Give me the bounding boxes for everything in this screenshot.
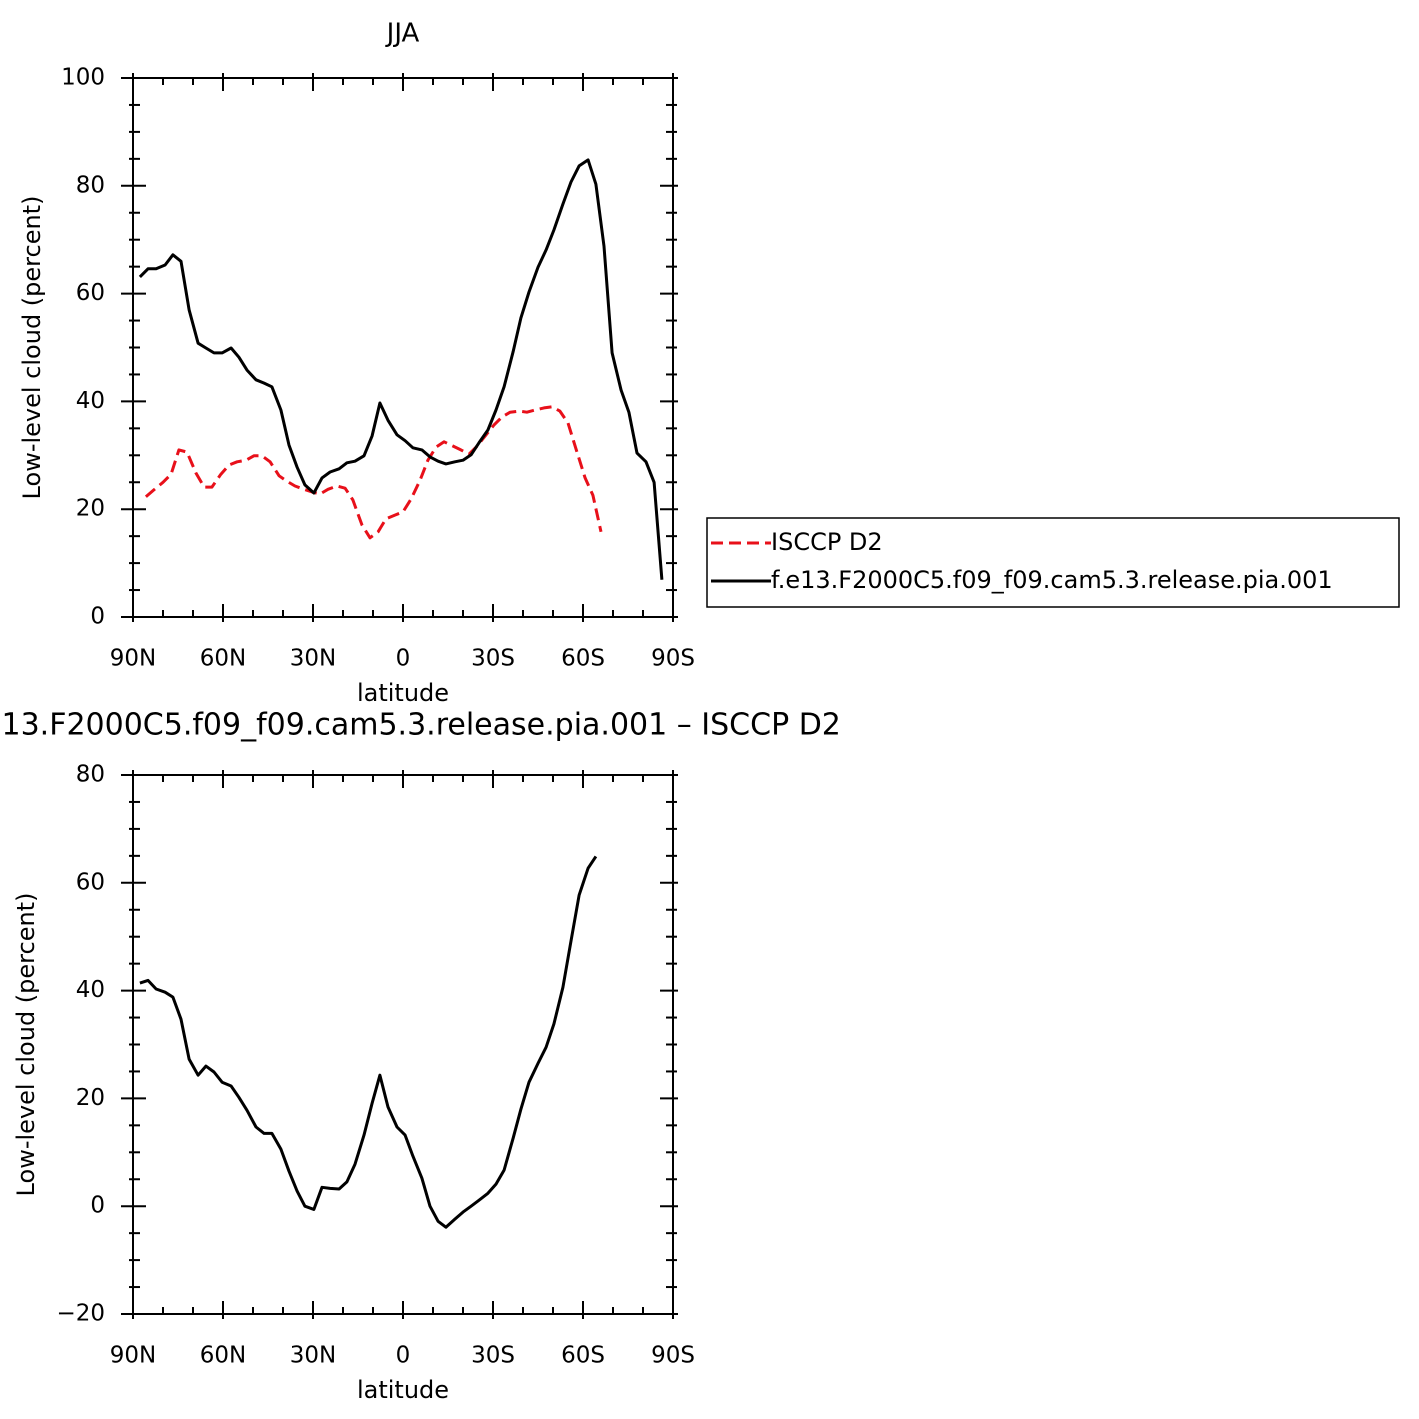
x-tick-label: 60N	[200, 646, 246, 672]
x-tick-label: 90S	[651, 1343, 695, 1369]
plot-frame	[132, 774, 674, 1315]
chart-title: JJA	[385, 19, 420, 49]
data-line	[144, 405, 603, 540]
y-tick-label: 80	[76, 172, 105, 198]
x-tick-label: 0	[396, 646, 411, 672]
y-tick-label: 100	[61, 65, 105, 91]
y-tick-label: 60	[76, 869, 105, 895]
data-line	[139, 855, 598, 1229]
plot-frame	[132, 77, 674, 618]
y-tick-label: 80	[76, 762, 105, 788]
legend-label: f.e13.F2000C5.f09_f09.cam5.3.release.pia…	[771, 566, 1333, 594]
y-tick-label: 0	[90, 604, 105, 630]
x-tick-label: 30S	[471, 646, 515, 672]
y-tick-label: 20	[76, 496, 105, 522]
y-tick-label: −20	[56, 1301, 105, 1327]
x-tick-label: 90N	[110, 1343, 156, 1369]
y-axis-label: Low-level cloud (percent)	[18, 196, 46, 500]
x-axis-label: latitude	[357, 1376, 449, 1404]
data-line	[138, 158, 664, 580]
x-tick-label: 30N	[290, 1343, 336, 1369]
y-tick-label: 40	[76, 388, 105, 414]
legend-label: ISCCP D2	[771, 528, 883, 556]
legend-box	[706, 517, 1400, 608]
x-tick-label: 60S	[561, 1343, 605, 1369]
x-tick-label: 90N	[110, 646, 156, 672]
y-tick-label: 0	[90, 1193, 105, 1219]
y-tick-label: 60	[76, 280, 105, 306]
x-tick-label: 90S	[651, 646, 695, 672]
x-axis-label: latitude	[357, 679, 449, 707]
chart-title: f.e13.F2000C5.f09_f09.cam5.3.release.pia…	[0, 708, 841, 743]
y-axis-label: Low-level cloud (percent)	[12, 893, 40, 1197]
x-tick-label: 30N	[290, 646, 336, 672]
x-tick-label: 60N	[200, 1343, 246, 1369]
x-tick-label: 60S	[561, 646, 605, 672]
x-tick-label: 30S	[471, 1343, 515, 1369]
y-tick-label: 40	[76, 977, 105, 1003]
y-tick-label: 20	[76, 1085, 105, 1111]
x-tick-label: 0	[396, 1343, 411, 1369]
